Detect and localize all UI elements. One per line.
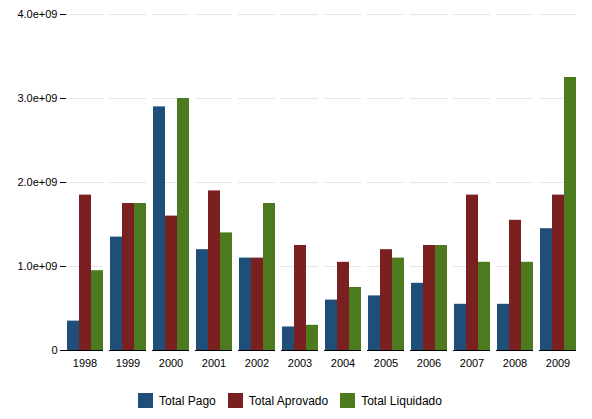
- svg-text:2003: 2003: [288, 357, 312, 369]
- svg-text:1999: 1999: [116, 357, 140, 369]
- svg-text:4.0e+09: 4.0e+09: [17, 8, 57, 20]
- svg-text:1998: 1998: [73, 357, 97, 369]
- svg-text:2000: 2000: [159, 357, 183, 369]
- svg-text:1.0e+09: 1.0e+09: [17, 260, 57, 272]
- svg-text:2.0e+09: 2.0e+09: [17, 176, 57, 188]
- svg-text:2007: 2007: [460, 357, 484, 369]
- svg-text:2006: 2006: [417, 357, 441, 369]
- svg-text:2005: 2005: [374, 357, 398, 369]
- svg-text:2009: 2009: [546, 357, 570, 369]
- html-text:Total Liquidado: Total Liquidado: [361, 393, 442, 408]
- svg-text:2002: 2002: [245, 357, 269, 369]
- html-text:Total Aprovado: Total Aprovado: [248, 393, 329, 408]
- svg-text:2004: 2004: [331, 357, 355, 369]
- svg-text:3.0e+09: 3.0e+09: [17, 92, 57, 104]
- svg-text:2008: 2008: [503, 357, 527, 369]
- svg-text:0: 0: [51, 344, 57, 356]
- svg-text:2001: 2001: [202, 357, 226, 369]
- html-text:Total Pago: Total Pago: [159, 393, 216, 408]
